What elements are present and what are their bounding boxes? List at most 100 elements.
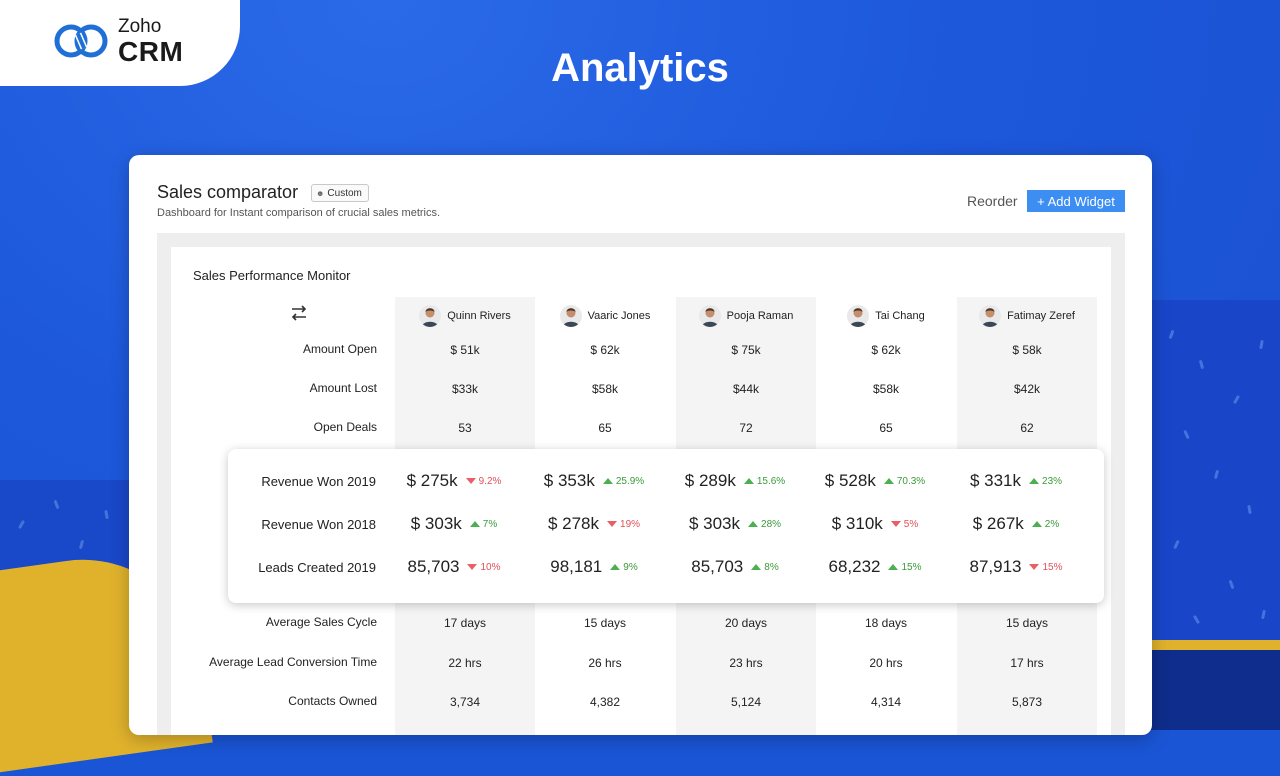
metric-cell: $ 58k [1012, 343, 1042, 357]
arrow-up-icon [1031, 521, 1042, 527]
logo-text-zoho: Zoho [118, 16, 162, 37]
person-name: Fatimay Zeref [1007, 310, 1075, 322]
row-label: Average Lead Conversion Time [209, 655, 377, 669]
change-value: 9.2% [478, 475, 502, 487]
change-value: 15% [1042, 561, 1063, 573]
highlight-row-label: Revenue Won 2019 [261, 474, 376, 489]
widget-title: Sales Performance Monitor [193, 268, 351, 283]
user-icon: ☻ [316, 188, 325, 198]
change-indicator: 23% [1029, 476, 1062, 487]
person-header[interactable]: Tai Chang [816, 305, 956, 327]
metric-value: 85,703 [691, 557, 744, 576]
logo-text-crm: CRM [118, 36, 184, 67]
person-header[interactable]: Pooja Raman [676, 305, 816, 327]
change-value: 9% [623, 561, 638, 573]
metric-value: 85,703 [407, 557, 460, 576]
highlighted-metrics-panel: Revenue Won 2019 $ 275k 9.2% $ 353k 25.9% $ 2… [228, 449, 1104, 603]
change-value: 28% [761, 518, 782, 530]
highlight-metric-cell: 98,181 9% [524, 557, 664, 577]
row-label: Amount Lost [309, 381, 377, 395]
highlight-metric-cell: $ 528k 70.3% [805, 471, 945, 491]
change-value: 15.6% [756, 475, 786, 487]
arrow-up-icon [469, 521, 480, 527]
reorder-button[interactable]: Reorder [967, 193, 1018, 209]
change-indicator: 15.6% [743, 475, 786, 487]
metric-cell: 18 days [864, 616, 908, 630]
arrow-up-icon [1029, 478, 1040, 484]
metric-cell: 65 [598, 421, 612, 435]
metric-value: 98,181 [550, 557, 603, 576]
change-value: 2% [1044, 518, 1060, 530]
custom-badge: ☻ Custom [311, 184, 369, 202]
add-widget-button[interactable]: + Add Widget [1027, 190, 1125, 212]
metric-cell: 62 [1020, 421, 1034, 435]
change-indicator: 19% [607, 519, 640, 530]
arrow-up-icon [610, 564, 621, 570]
dashboard-title: Sales comparator [157, 182, 299, 202]
metric-value: $ 278k [547, 514, 600, 533]
swap-icon[interactable] [289, 304, 309, 322]
change-indicator: 7% [469, 518, 498, 530]
change-indicator: 9% [610, 561, 638, 573]
metric-cell: $58k [591, 382, 619, 396]
change-indicator: 15% [1029, 561, 1063, 573]
change-indicator: 10% [467, 562, 501, 573]
metric-cell: 17 days [443, 616, 487, 630]
highlight-metric-cell: 68,232 15% [805, 557, 945, 577]
metric-value: $ 353k [543, 471, 595, 490]
change-value: 25.9% [615, 475, 645, 487]
metric-value: $ 331k [969, 471, 1022, 490]
metric-cell: 4,314 [870, 695, 902, 709]
metric-cell: 15 days [583, 616, 627, 630]
metric-cell: 17 hrs [1010, 656, 1044, 670]
change-indicator: 5% [890, 519, 918, 530]
highlight-metric-cell: $ 289k 15.6% [665, 471, 805, 491]
change-indicator: 2% [1031, 518, 1060, 530]
dashboard-card: Sales comparator ☻ Custom Dashboard for … [129, 155, 1152, 735]
change-indicator: 28% [748, 519, 781, 530]
avatar [847, 305, 870, 327]
metric-value: 87,913 [969, 557, 1022, 576]
metric-value: $ 267k [972, 514, 1024, 533]
arrow-up-icon [751, 564, 762, 570]
metric-cell: 3,734 [449, 695, 481, 709]
avatar [419, 305, 442, 327]
metric-value: $ 303k [410, 514, 462, 533]
person-header[interactable]: Vaaric Jones [535, 305, 675, 327]
zoho-logo-icon [54, 24, 108, 58]
metric-cell: 72 [739, 421, 753, 435]
metric-cell: 5,873 [1011, 695, 1043, 709]
metric-value: $ 289k [684, 471, 736, 490]
metric-cell: $42k [1013, 382, 1041, 396]
arrow-up-icon [888, 564, 899, 570]
metric-value: $ 275k [406, 471, 458, 490]
badge-label: Custom [327, 187, 362, 199]
change-value: 19% [620, 518, 641, 530]
page-title: Analytics [551, 46, 729, 90]
metric-cell: $44k [732, 382, 760, 396]
change-value: 70.3% [896, 475, 926, 487]
metric-cell: 22 hrs [448, 656, 482, 670]
metric-cell: $ 75k [731, 343, 761, 357]
change-value: 23% [1042, 475, 1063, 487]
metric-value: $ 303k [688, 514, 741, 533]
highlight-metric-cell: $ 267k 2% [946, 514, 1086, 534]
person-header[interactable]: Fatimay Zeref [957, 305, 1097, 327]
metric-cell: 4,382 [589, 695, 621, 709]
row-label: Average Sales Cycle [265, 615, 377, 629]
metric-cell: $33k [451, 382, 479, 396]
metric-cell: 20 hrs [869, 656, 903, 670]
avatar [979, 305, 1002, 327]
person-name: Vaaric Jones [587, 310, 651, 322]
highlight-metric-cell: $ 303k 7% [384, 514, 524, 534]
arrow-up-icon [748, 521, 759, 527]
row-label: Contacts Owned [288, 694, 377, 708]
highlight-metric-cell: $ 275k 9.2% [384, 471, 524, 491]
arrow-up-icon [743, 478, 754, 484]
metric-cell: 20 days [724, 616, 768, 630]
metric-cell: $ 62k [871, 343, 901, 357]
change-value: 7% [482, 518, 498, 530]
metric-value: 68,232 [828, 557, 881, 576]
highlight-metric-cell: $ 278k 19% [524, 514, 664, 534]
person-header[interactable]: Quinn Rivers [395, 305, 535, 327]
